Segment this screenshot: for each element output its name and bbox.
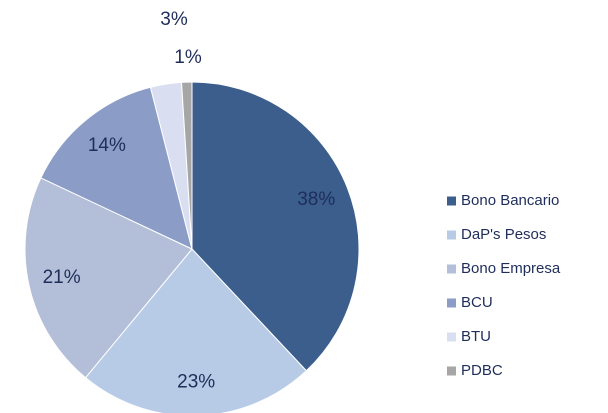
pie-slice [191, 81, 360, 372]
legend-label: BCU [461, 294, 493, 311]
data-label: 38% [297, 189, 335, 210]
legend-label: BTU [461, 328, 491, 345]
legend-swatch [447, 264, 456, 274]
legend-swatch [447, 298, 456, 308]
pie-slice [84, 248, 308, 413]
data-label: 1% [174, 47, 202, 68]
legend-swatch [447, 196, 456, 206]
legend-swatch [447, 366, 456, 376]
data-label: 23% [177, 372, 215, 393]
legend-label: DaP's Pesos [461, 226, 546, 243]
pie-slice [180, 81, 193, 250]
data-label: 21% [43, 267, 81, 288]
data-label: 14% [88, 135, 126, 156]
legend-swatch [447, 332, 456, 342]
legend-label: Bono Bancario [461, 192, 559, 209]
legend-label: Bono Empresa [461, 260, 561, 277]
legend-swatch [447, 230, 456, 240]
legend-label: PDBC [461, 362, 503, 379]
pie-slice [24, 177, 193, 379]
pie-slice [40, 86, 193, 250]
data-label: 3% [160, 9, 188, 30]
